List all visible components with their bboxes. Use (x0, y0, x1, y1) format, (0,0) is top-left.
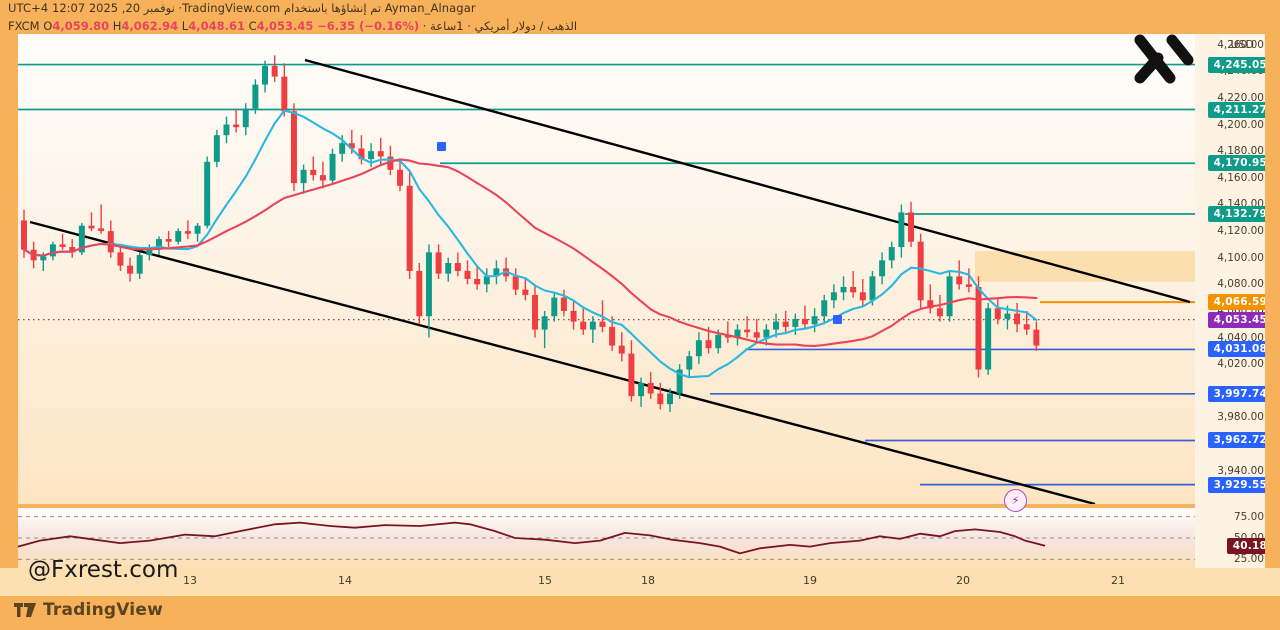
high-key: H (112, 19, 122, 33)
price-tick-label: 4,020.00 (1217, 358, 1264, 371)
close-key: C (248, 19, 257, 33)
currency-label: USD (1220, 36, 1264, 53)
price-level-badge[interactable]: 4,066.59 (1207, 294, 1272, 311)
trendline-upper (304, 58, 1191, 304)
time-axis[interactable]: 13 14 15 18 19 20 21 (0, 568, 1280, 596)
low-value: 4,048.61 (188, 19, 245, 33)
price-level-badge[interactable]: 4,211.27 (1207, 101, 1272, 118)
price-tick-label: 4,160.00 (1217, 171, 1264, 184)
tradingview-name: TradingView (43, 600, 163, 620)
axis-gutter (1265, 34, 1280, 568)
time-tick-label: 13 (183, 574, 197, 587)
price-level-badge[interactable]: 4,031.08 (1207, 341, 1272, 358)
price-series-svg (18, 55, 1195, 504)
symbol-label: الذهب / دولار أمريكي · 1ساعة · FXCM (8, 19, 578, 33)
price-level-badge[interactable]: 3,997.74 (1207, 385, 1272, 402)
supply-zone (975, 251, 1195, 282)
price-tick-label: 4,180.00 (1217, 145, 1264, 158)
lightning-bolt-icon[interactable]: ⚡ (1004, 489, 1027, 512)
price-tick-label: 4,100.00 (1217, 251, 1264, 264)
price-level-badge[interactable]: 4,053.45 (1207, 311, 1272, 328)
time-tick-label: 15 (538, 574, 552, 587)
time-tick-label: 19 (803, 574, 817, 587)
change-value: −6.35 (−0.16%) (317, 19, 420, 33)
crossover-marker (437, 142, 446, 151)
price-tick-label: 4,120.00 (1217, 225, 1264, 238)
price-level-badge[interactable]: 4,132.79 (1207, 206, 1272, 223)
price-level-badge[interactable]: 3,962.72 (1207, 432, 1272, 449)
rsi-axis-gutter (1265, 508, 1280, 568)
chart-header: UTC+4 ‏نوفمبر 20, 2025 12:07 ·TradingVie… (0, 0, 1280, 34)
trendline-lower (29, 220, 1096, 504)
close-value: 4,053.45 (256, 19, 314, 33)
ma-fast-line (22, 109, 1038, 379)
price-level-badge[interactable]: 4,170.95 (1207, 155, 1272, 172)
rsi-tick-label: 25.00 (1233, 553, 1264, 566)
price-tick-label: 4,080.00 (1217, 278, 1264, 291)
rsi-value-badge[interactable]: 40.18 (1226, 538, 1272, 555)
candlestick-series (21, 55, 1040, 413)
symbol-ohlc-line: الذهب / دولار أمريكي · 1ساعة · FXCM O4,0… (8, 19, 577, 33)
rsi-line (0, 521, 1046, 555)
time-tick-label: 20 (956, 574, 970, 587)
high-value: 4,062.94 (121, 19, 179, 33)
open-key: O (43, 19, 53, 33)
watermark-text: @Fxrest.com (28, 557, 179, 583)
x-brand-logo-icon (1134, 34, 1194, 84)
price-tick-label: 3,980.00 (1217, 411, 1264, 424)
open-value: 4,059.80 (52, 19, 110, 33)
price-chart-pane[interactable] (0, 34, 1195, 504)
rsi-tick-label: 75.00 (1233, 510, 1264, 523)
price-tick-label: 4,260.00 (1217, 38, 1264, 51)
low-key: L (181, 19, 189, 33)
time-tick-label: 21 (1111, 574, 1125, 587)
price-tick-label: 4,040.00 (1217, 331, 1264, 344)
time-tick-label: 14 (338, 574, 352, 587)
rsi-series-svg (0, 516, 1195, 560)
price-level-badge[interactable]: 4,245.05 (1207, 56, 1272, 73)
attribution-text: UTC+4 ‏نوفمبر 20, 2025 12:07 ·TradingVie… (8, 1, 476, 15)
crossover-marker (833, 315, 842, 324)
tradingview-logo-icon (14, 602, 36, 617)
left-margin-strip (0, 34, 18, 568)
price-tick-label: 3,940.00 (1217, 464, 1264, 477)
price-level-badge[interactable]: 3,929.55 (1207, 476, 1272, 493)
time-tick-label: 18 (641, 574, 655, 587)
tradingview-brand: TradingView (14, 600, 163, 620)
price-tick-label: 4,200.00 (1217, 118, 1264, 131)
rsi-indicator-pane[interactable] (0, 508, 1195, 568)
ma-slow-line (22, 158, 1038, 347)
lightning-glyph: ⚡ (1011, 494, 1020, 507)
price-tick-label: 4,220.00 (1217, 91, 1264, 104)
